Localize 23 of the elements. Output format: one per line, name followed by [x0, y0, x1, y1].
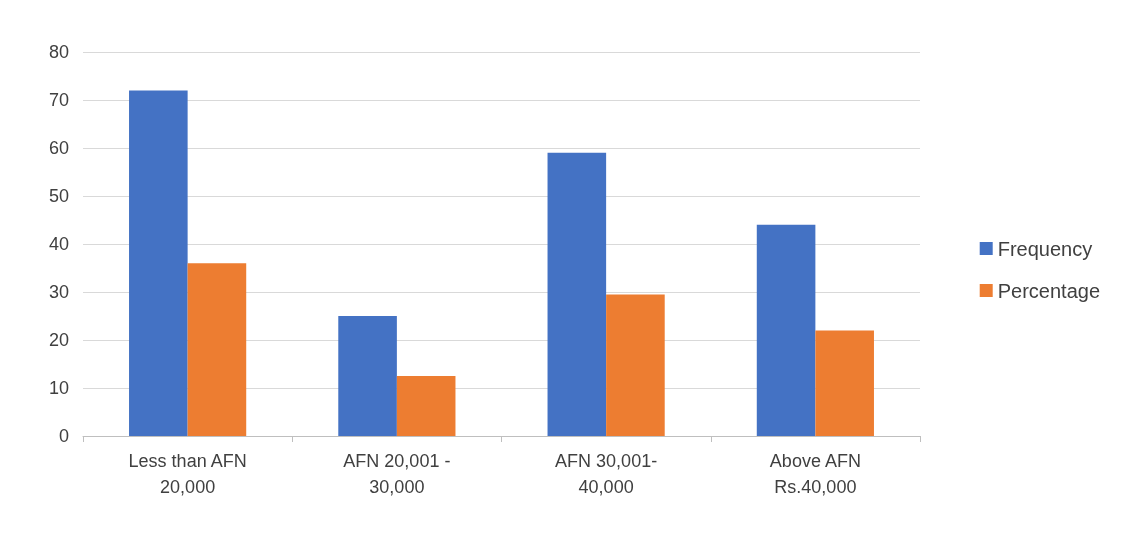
y-tick-label: 80 — [48, 42, 69, 62]
bar — [129, 90, 188, 436]
y-tick-label: 60 — [48, 138, 69, 158]
bar — [187, 263, 247, 436]
bar — [547, 152, 607, 436]
y-tick-label: 70 — [48, 90, 69, 110]
bar — [815, 330, 874, 436]
y-tick-label: 40 — [48, 234, 69, 254]
y-tick-label: 10 — [48, 378, 69, 398]
x-tick-label: AFN 30,001- 40,000 — [555, 451, 658, 497]
y-tick-label: 0 — [58, 426, 69, 446]
legend-label: Frequency — [997, 237, 1093, 260]
x-tick-label: Less than AFN 20,000 — [128, 451, 247, 497]
x-tick-label: AFN 20,001 - 30,000 — [343, 451, 451, 497]
bar — [338, 316, 397, 436]
y-tick-label: 20 — [48, 330, 69, 350]
y-tick-label: 50 — [48, 186, 69, 206]
y-tick-label: 30 — [48, 282, 69, 302]
bar — [756, 224, 816, 436]
bar — [606, 294, 665, 436]
x-tick-label: Above AFN Rs.40,000 — [769, 451, 861, 497]
legend-label: Percentage — [997, 279, 1100, 302]
bar — [396, 376, 456, 436]
